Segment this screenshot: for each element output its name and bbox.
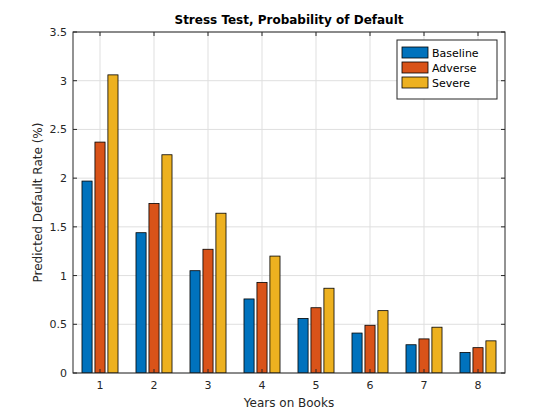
y-tick-label: 0 xyxy=(60,367,67,380)
y-tick xyxy=(73,129,77,130)
bar xyxy=(216,213,226,373)
x-tick-top xyxy=(316,32,317,36)
x-tick xyxy=(100,369,101,373)
x-axis: 1 2 3 4 5 6 7 8 xyxy=(97,32,482,392)
bar xyxy=(270,256,280,373)
axes-frame xyxy=(73,32,505,373)
bar xyxy=(432,327,442,373)
x-tick xyxy=(370,369,371,373)
y-tick-right xyxy=(501,80,505,81)
bar xyxy=(378,311,388,373)
y-tick-label: 1.5 xyxy=(50,221,68,234)
bar xyxy=(324,288,334,373)
y-tick xyxy=(73,178,77,179)
y-axis: 0 0.5 1 1.5 2 2.5 3 3.5 xyxy=(50,26,506,380)
y-tick-label: 2 xyxy=(60,172,67,185)
bars xyxy=(82,75,496,373)
bar xyxy=(190,271,200,373)
legend-label: Severe xyxy=(432,77,470,90)
x-tick-label: 5 xyxy=(313,379,320,392)
x-tick-label: 1 xyxy=(97,379,104,392)
y-tick xyxy=(73,226,77,227)
bar xyxy=(108,75,118,373)
chart-root: 0 0.5 1 1.5 2 2.5 3 3.5 1 2 3 4 5 6 7 8 Stress Test, Pro… xyxy=(0,0,560,420)
bar xyxy=(352,333,362,373)
y-tick-right xyxy=(501,178,505,179)
legend: Baseline Adverse Severe xyxy=(397,40,497,99)
y-tick-label: 3 xyxy=(60,75,67,88)
x-tick-top xyxy=(262,32,263,36)
y-grid-line xyxy=(73,226,505,227)
x-tick-top xyxy=(424,32,425,36)
x-tick-top xyxy=(208,32,209,36)
y-tick xyxy=(73,373,77,374)
y-tick-right xyxy=(501,275,505,276)
bar xyxy=(244,299,254,373)
bar xyxy=(460,353,470,373)
y-tick-label: 0.5 xyxy=(50,318,68,331)
y-tick-right xyxy=(501,32,505,33)
y-tick-label: 2.5 xyxy=(50,123,68,136)
x-axis-label: Years on Books xyxy=(243,396,334,410)
y-grid-line xyxy=(73,178,505,179)
bar xyxy=(473,348,483,373)
y-tick xyxy=(73,324,77,325)
plot-area xyxy=(73,32,505,373)
y-grid-line xyxy=(73,129,505,130)
y-tick-right xyxy=(501,226,505,227)
bar xyxy=(257,282,267,373)
y-tick-right xyxy=(501,373,505,374)
x-tick xyxy=(262,369,263,373)
bar xyxy=(406,345,416,373)
x-tick xyxy=(154,369,155,373)
x-tick xyxy=(424,369,425,373)
chart-svg: 0 0.5 1 1.5 2 2.5 3 3.5 1 2 3 4 5 6 7 8 Stress Test, Pro… xyxy=(0,0,560,420)
x-tick xyxy=(478,369,479,373)
bar xyxy=(298,318,308,373)
legend-label: Adverse xyxy=(432,62,477,75)
legend-box xyxy=(397,40,497,99)
bar xyxy=(203,249,213,373)
x-tick-label: 8 xyxy=(475,379,482,392)
y-tick-label: 3.5 xyxy=(50,26,68,39)
x-tick-top xyxy=(370,32,371,36)
bar xyxy=(162,155,172,373)
bar xyxy=(365,325,375,373)
x-tick-label: 4 xyxy=(259,379,266,392)
legend-swatch xyxy=(402,77,428,88)
chart-title: Stress Test, Probability of Default xyxy=(174,13,403,27)
x-grid-line xyxy=(370,32,371,373)
y-tick-right xyxy=(501,324,505,325)
y-tick xyxy=(73,80,77,81)
x-tick xyxy=(316,369,317,373)
legend-swatch xyxy=(402,47,428,58)
y-tick-right xyxy=(501,129,505,130)
x-tick-label: 6 xyxy=(367,379,374,392)
y-tick xyxy=(73,275,77,276)
bar xyxy=(82,181,92,373)
x-tick-top xyxy=(478,32,479,36)
bar xyxy=(136,233,146,373)
x-tick-label: 3 xyxy=(205,379,212,392)
bar xyxy=(149,203,159,373)
x-tick-top xyxy=(154,32,155,36)
background xyxy=(0,0,560,420)
x-tick-top xyxy=(100,32,101,36)
x-tick-label: 7 xyxy=(421,379,428,392)
bar xyxy=(95,142,105,373)
y-tick xyxy=(73,32,77,33)
x-tick-label: 2 xyxy=(151,379,158,392)
bar xyxy=(486,341,496,373)
y-axis-label: Predicted Default Rate (%) xyxy=(31,123,45,283)
x-tick xyxy=(208,369,209,373)
legend-swatch xyxy=(402,62,428,73)
bar xyxy=(311,308,321,373)
grid xyxy=(73,32,505,373)
y-tick-label: 1 xyxy=(60,270,67,283)
legend-label: Baseline xyxy=(432,47,479,60)
bar xyxy=(419,339,429,373)
